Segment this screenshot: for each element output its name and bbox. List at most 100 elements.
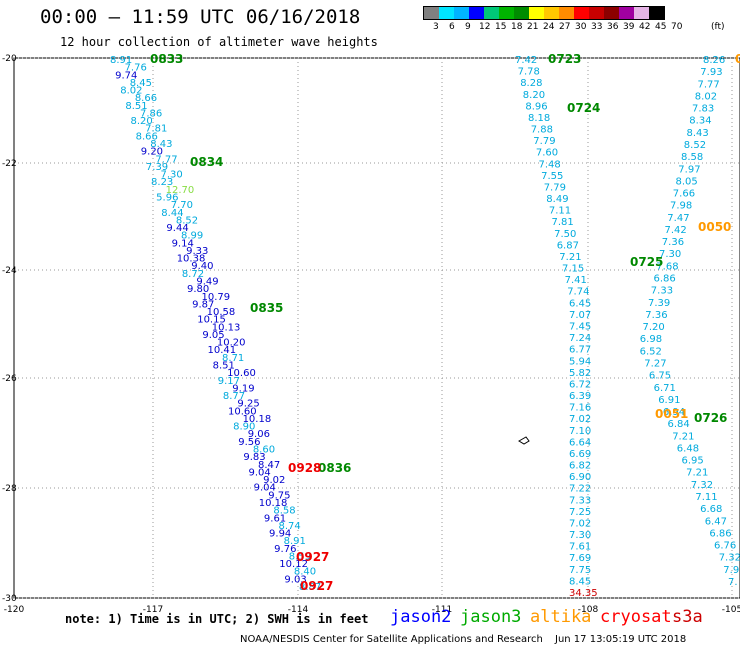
swh-value: 9.75 bbox=[268, 490, 290, 501]
swh-value: 7.24 bbox=[569, 333, 591, 344]
swh-value: 8.26 bbox=[703, 55, 725, 66]
swh-value: 10.12 bbox=[279, 559, 308, 570]
swh-value: 10.18 bbox=[259, 498, 288, 509]
lon-label: -105 bbox=[722, 605, 740, 615]
swh-value: 6.39 bbox=[569, 391, 591, 402]
swh-value: 6.68 bbox=[700, 504, 722, 515]
swh-value: 10.18 bbox=[243, 414, 272, 425]
swh-value: 7.30 bbox=[659, 249, 681, 260]
swh-value: 10.15 bbox=[197, 315, 226, 326]
pass-time-label: 0836 bbox=[318, 461, 351, 475]
swh-value: 8.44 bbox=[161, 208, 183, 219]
swh-value: 9.76 bbox=[274, 544, 296, 555]
swh-value: 8.66 bbox=[135, 93, 157, 104]
swh-value: 7.76 bbox=[125, 63, 147, 74]
legend-swatch bbox=[619, 7, 634, 19]
swh-value: 7.77 bbox=[698, 79, 720, 90]
swh-value: 8.91 bbox=[110, 55, 132, 66]
sat-cryosat-label: cryosat bbox=[600, 607, 672, 627]
lon-label: -111 bbox=[432, 605, 452, 615]
swh-value: 8.20 bbox=[523, 90, 545, 101]
swh-value: 7.30 bbox=[569, 530, 591, 541]
lat-label: -28 bbox=[2, 484, 17, 494]
legend-label: 33 bbox=[591, 22, 603, 32]
swh-value: 8.59 bbox=[289, 551, 311, 562]
swh-value: 7.21 bbox=[672, 431, 694, 442]
pass-time-label: 0927 bbox=[300, 579, 333, 593]
legend-label: (ft) bbox=[711, 22, 725, 32]
lon-label: -120 bbox=[4, 605, 25, 615]
swh-value: 7.60 bbox=[536, 148, 558, 159]
swh-value: 7.81 bbox=[552, 217, 574, 228]
swh-value: 6.95 bbox=[682, 456, 704, 467]
swh-value: 10.60 bbox=[228, 406, 257, 417]
swh-value: 8.47 bbox=[258, 460, 280, 471]
swh-value: 7.9 bbox=[723, 565, 739, 576]
swh-value: 8.43 bbox=[687, 128, 709, 139]
generated-timestamp: Jun 17 13:05:19 UTC 2018 bbox=[555, 634, 687, 645]
swh-value: 7.39 bbox=[648, 298, 670, 309]
swh-value: 8.71 bbox=[222, 353, 244, 364]
swh-value: 8.52 bbox=[176, 215, 198, 226]
pass-time-label: 0928 bbox=[288, 461, 321, 475]
legend-swatch bbox=[544, 7, 559, 19]
pass-time-label: 0723 bbox=[548, 52, 581, 66]
swh-value: 7.74 bbox=[567, 287, 589, 298]
swh-value: 9.74 bbox=[115, 70, 137, 81]
pass-time-label: 0725 bbox=[630, 255, 663, 269]
swh-value: 7.32 bbox=[719, 553, 740, 564]
swh-value: 7.97 bbox=[678, 164, 700, 175]
legend-swatch bbox=[559, 7, 574, 19]
swh-legend-labels: 3 6 9 12 15 18 21 24 27 30 33 36 39 42 45 70 (ft) bbox=[423, 22, 740, 36]
island-outline-icon bbox=[518, 436, 530, 445]
swh-value: 7.33 bbox=[651, 286, 673, 297]
swh-value: 7.79 bbox=[533, 136, 555, 147]
swh-value: 6.71 bbox=[654, 383, 676, 394]
swh-value: 6.69 bbox=[569, 449, 591, 460]
swh-value: 8.74 bbox=[278, 521, 300, 532]
swh-value: 9.33 bbox=[186, 246, 208, 257]
swh-value: 7.10 bbox=[569, 426, 591, 437]
swh-value: 6.86 bbox=[654, 274, 676, 285]
legend-label: 36 bbox=[607, 22, 619, 32]
swh-value: 8.66 bbox=[136, 131, 158, 142]
legend-label: 30 bbox=[575, 22, 587, 32]
swh-value: 8.72 bbox=[182, 269, 204, 280]
swh-value: 7.02 bbox=[569, 414, 591, 425]
sat-jason2-label: jason2 bbox=[390, 607, 452, 627]
swh-value: 9.49 bbox=[196, 276, 218, 287]
swh-value: 7.55 bbox=[541, 171, 563, 182]
legend-swatch bbox=[514, 7, 529, 19]
legend-label: 27 bbox=[559, 22, 571, 32]
swh-value: 7.02 bbox=[569, 518, 591, 529]
swh-value: 5.94 bbox=[569, 356, 591, 367]
swh-value: 9.94 bbox=[269, 529, 291, 540]
lon-label: -117 bbox=[143, 605, 163, 615]
swh-value: 5.96 bbox=[156, 192, 178, 203]
swh-value: 7.36 bbox=[645, 310, 667, 321]
swh-value: 7.25 bbox=[569, 507, 591, 518]
legend-label: 15 bbox=[495, 22, 507, 32]
legend-swatch bbox=[604, 7, 619, 19]
pass-time-label: 0051 bbox=[655, 407, 688, 421]
swh-value: 7.33 bbox=[569, 495, 591, 506]
swh-value: 8.34 bbox=[689, 116, 711, 127]
swh-value: 9.03 bbox=[284, 574, 306, 585]
swh-value: 9.87 bbox=[192, 299, 214, 310]
swh-value: 10.13 bbox=[212, 322, 241, 333]
swh-value: 8.40 bbox=[294, 567, 316, 578]
swh-value: 7.42 bbox=[515, 55, 537, 66]
swh-value: 6.82 bbox=[569, 461, 591, 472]
legend-swatch bbox=[499, 7, 514, 19]
pass-time-label: 0724 bbox=[567, 101, 600, 115]
swh-value: 8.49 bbox=[546, 194, 568, 205]
swh-value: 10.41 bbox=[207, 345, 236, 356]
swh-value: 34.35 bbox=[569, 588, 598, 599]
lon-label: -108 bbox=[578, 605, 599, 615]
swh-value: 10.58 bbox=[207, 307, 236, 318]
swh-value: 9.61 bbox=[264, 513, 286, 524]
map-grid: -120 -117 -114 -111 -108 -105 -20 -22 -24 -26 -28 -… bbox=[2, 54, 740, 615]
swh-value: 8.96 bbox=[525, 101, 547, 112]
legend-label: 45 bbox=[655, 22, 667, 32]
swh-value: 8.87 bbox=[299, 582, 321, 593]
